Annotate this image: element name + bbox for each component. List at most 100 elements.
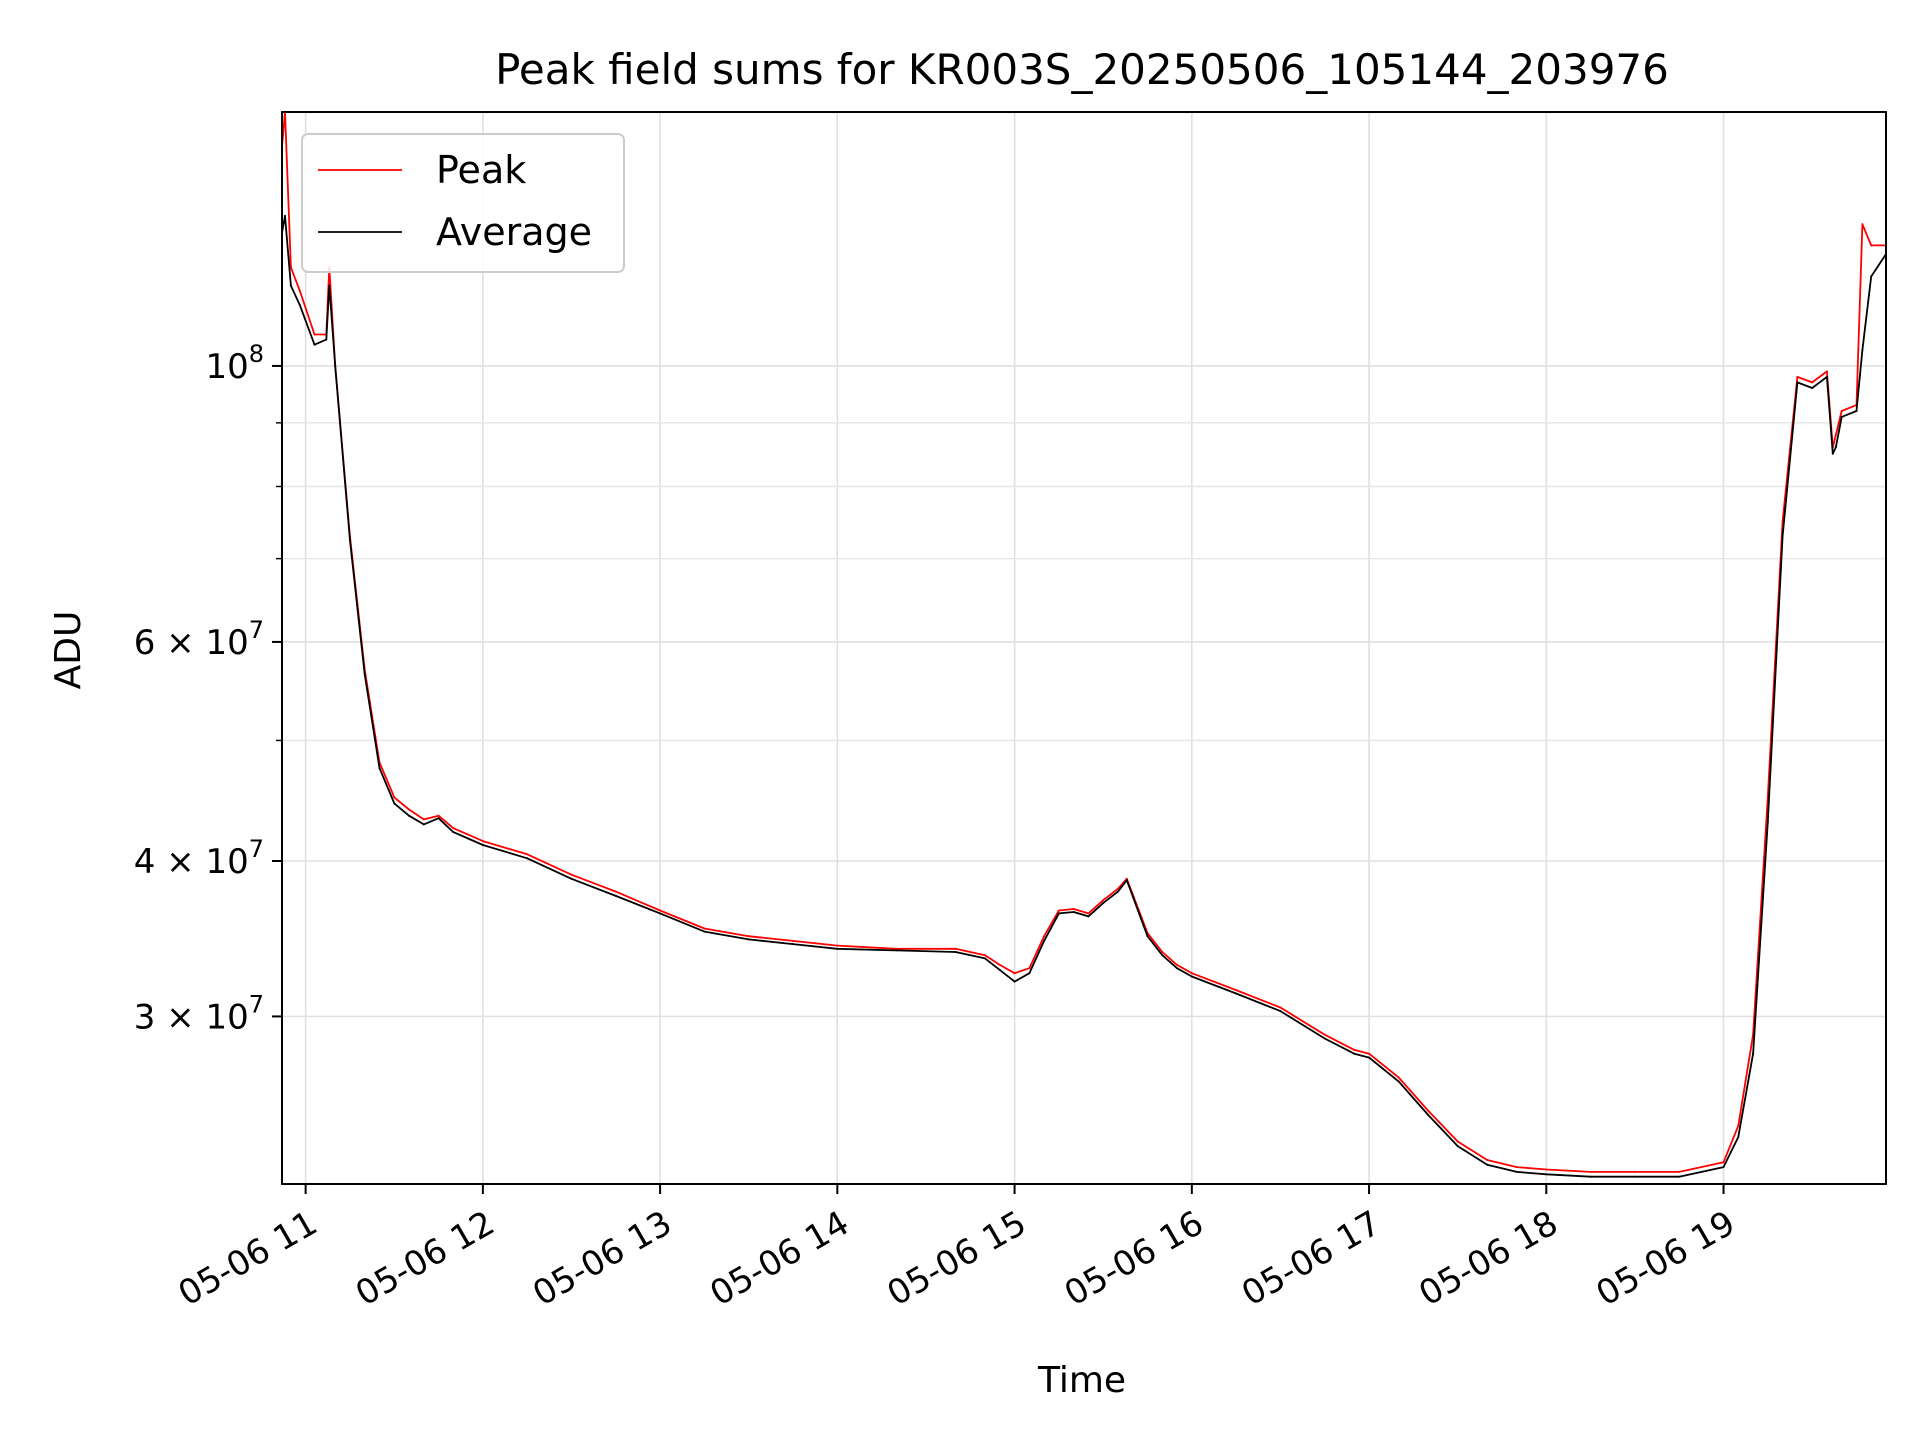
data-point — [1087, 912, 1090, 915]
data-point — [1125, 877, 1128, 880]
data-point — [984, 957, 986, 960]
data-point — [1486, 1163, 1489, 1166]
y-tick-exponent: 7 — [249, 616, 264, 644]
y-tick-exponent: 8 — [249, 340, 264, 368]
data-point — [792, 943, 794, 946]
data-point — [1427, 1109, 1430, 1112]
legend-label: Peak — [436, 148, 526, 192]
data-point — [747, 938, 750, 941]
data-point — [1811, 387, 1814, 389]
data-point — [289, 266, 292, 269]
data-point — [467, 837, 470, 840]
data-point — [1678, 1170, 1681, 1173]
y-tick-base: 10 — [205, 997, 248, 1037]
data-point — [1589, 1170, 1592, 1173]
data-point — [363, 673, 366, 676]
data-point — [1834, 434, 1837, 436]
data-point — [526, 857, 529, 860]
data-point — [1456, 1145, 1459, 1148]
data-point — [1427, 1113, 1430, 1116]
data-point — [422, 818, 425, 821]
data-point — [1368, 1056, 1371, 1059]
y-tick-multiplier: 3 × — [134, 997, 206, 1037]
data-point — [481, 844, 484, 846]
data-point — [393, 796, 396, 799]
y-tick-label: 108 — [205, 340, 264, 387]
y-tick-exponent: 7 — [249, 990, 264, 1018]
data-point — [1737, 1136, 1740, 1138]
data-point — [1825, 375, 1828, 378]
data-point — [1028, 967, 1031, 970]
data-point — [289, 284, 292, 287]
data-point — [1589, 1175, 1592, 1178]
data-point — [1515, 1166, 1518, 1169]
data-point — [452, 827, 455, 830]
data-point — [1279, 1006, 1282, 1009]
data-point — [1834, 446, 1837, 449]
data-point — [1796, 375, 1799, 378]
data-point — [1087, 915, 1090, 918]
data-point — [1678, 1175, 1681, 1178]
data-point — [1840, 415, 1843, 418]
data-point — [1235, 989, 1238, 992]
data-point — [1353, 1048, 1356, 1051]
chart-title: Peak field sums for KR003S_20250506_1051… — [495, 45, 1669, 94]
data-point — [836, 947, 839, 950]
data-point — [1825, 370, 1828, 373]
series-line — [281, 214, 1887, 1178]
data-point — [393, 802, 396, 805]
y-axis-label: ADU — [48, 611, 89, 690]
data-point — [1861, 223, 1864, 226]
data-point — [1190, 972, 1193, 975]
data-point — [792, 939, 794, 942]
data-point — [1515, 1170, 1518, 1173]
y-tick-base: 10 — [205, 623, 248, 663]
data-point — [298, 289, 301, 292]
x-axis-label: Time — [1037, 1360, 1126, 1401]
data-point — [1737, 1124, 1740, 1127]
data-point — [1190, 975, 1193, 978]
data-point — [1028, 972, 1031, 975]
data-point — [1397, 1076, 1400, 1079]
data-point — [1057, 909, 1060, 912]
data-point — [1752, 1052, 1755, 1055]
data-point — [408, 814, 410, 817]
data-point — [659, 912, 662, 915]
data-point — [614, 890, 617, 893]
data-point — [1013, 972, 1016, 975]
y-tick-multiplier: 4 × — [134, 842, 206, 882]
y-tick-label: 4 × 107 — [134, 835, 264, 882]
data-point — [378, 767, 381, 770]
data-point — [1161, 954, 1164, 957]
data-point — [348, 538, 351, 541]
legend-label: Average — [436, 210, 592, 254]
data-point — [1117, 890, 1119, 893]
data-point — [998, 963, 1001, 966]
data-point — [1722, 1161, 1725, 1164]
data-point — [1633, 1175, 1636, 1178]
data-point — [1486, 1159, 1489, 1161]
data-point — [1766, 820, 1769, 823]
data-point — [703, 927, 706, 930]
data-point — [1855, 410, 1858, 412]
data-point — [1013, 980, 1016, 983]
data-point — [1161, 951, 1164, 953]
data-point — [836, 944, 839, 947]
data-point — [747, 935, 750, 938]
data-point — [703, 930, 706, 933]
y-tick-exponent: 7 — [249, 835, 264, 863]
data-point — [298, 303, 301, 306]
data-point — [1323, 1033, 1326, 1036]
data-point — [1545, 1173, 1548, 1176]
data-point — [1831, 452, 1834, 455]
data-point — [408, 808, 410, 811]
data-point — [1811, 381, 1814, 384]
data-point — [1353, 1052, 1356, 1055]
data-point — [1397, 1080, 1400, 1083]
data-point — [659, 909, 662, 912]
series-average — [281, 214, 1887, 1178]
data-point — [422, 823, 425, 826]
data-point — [437, 814, 440, 817]
